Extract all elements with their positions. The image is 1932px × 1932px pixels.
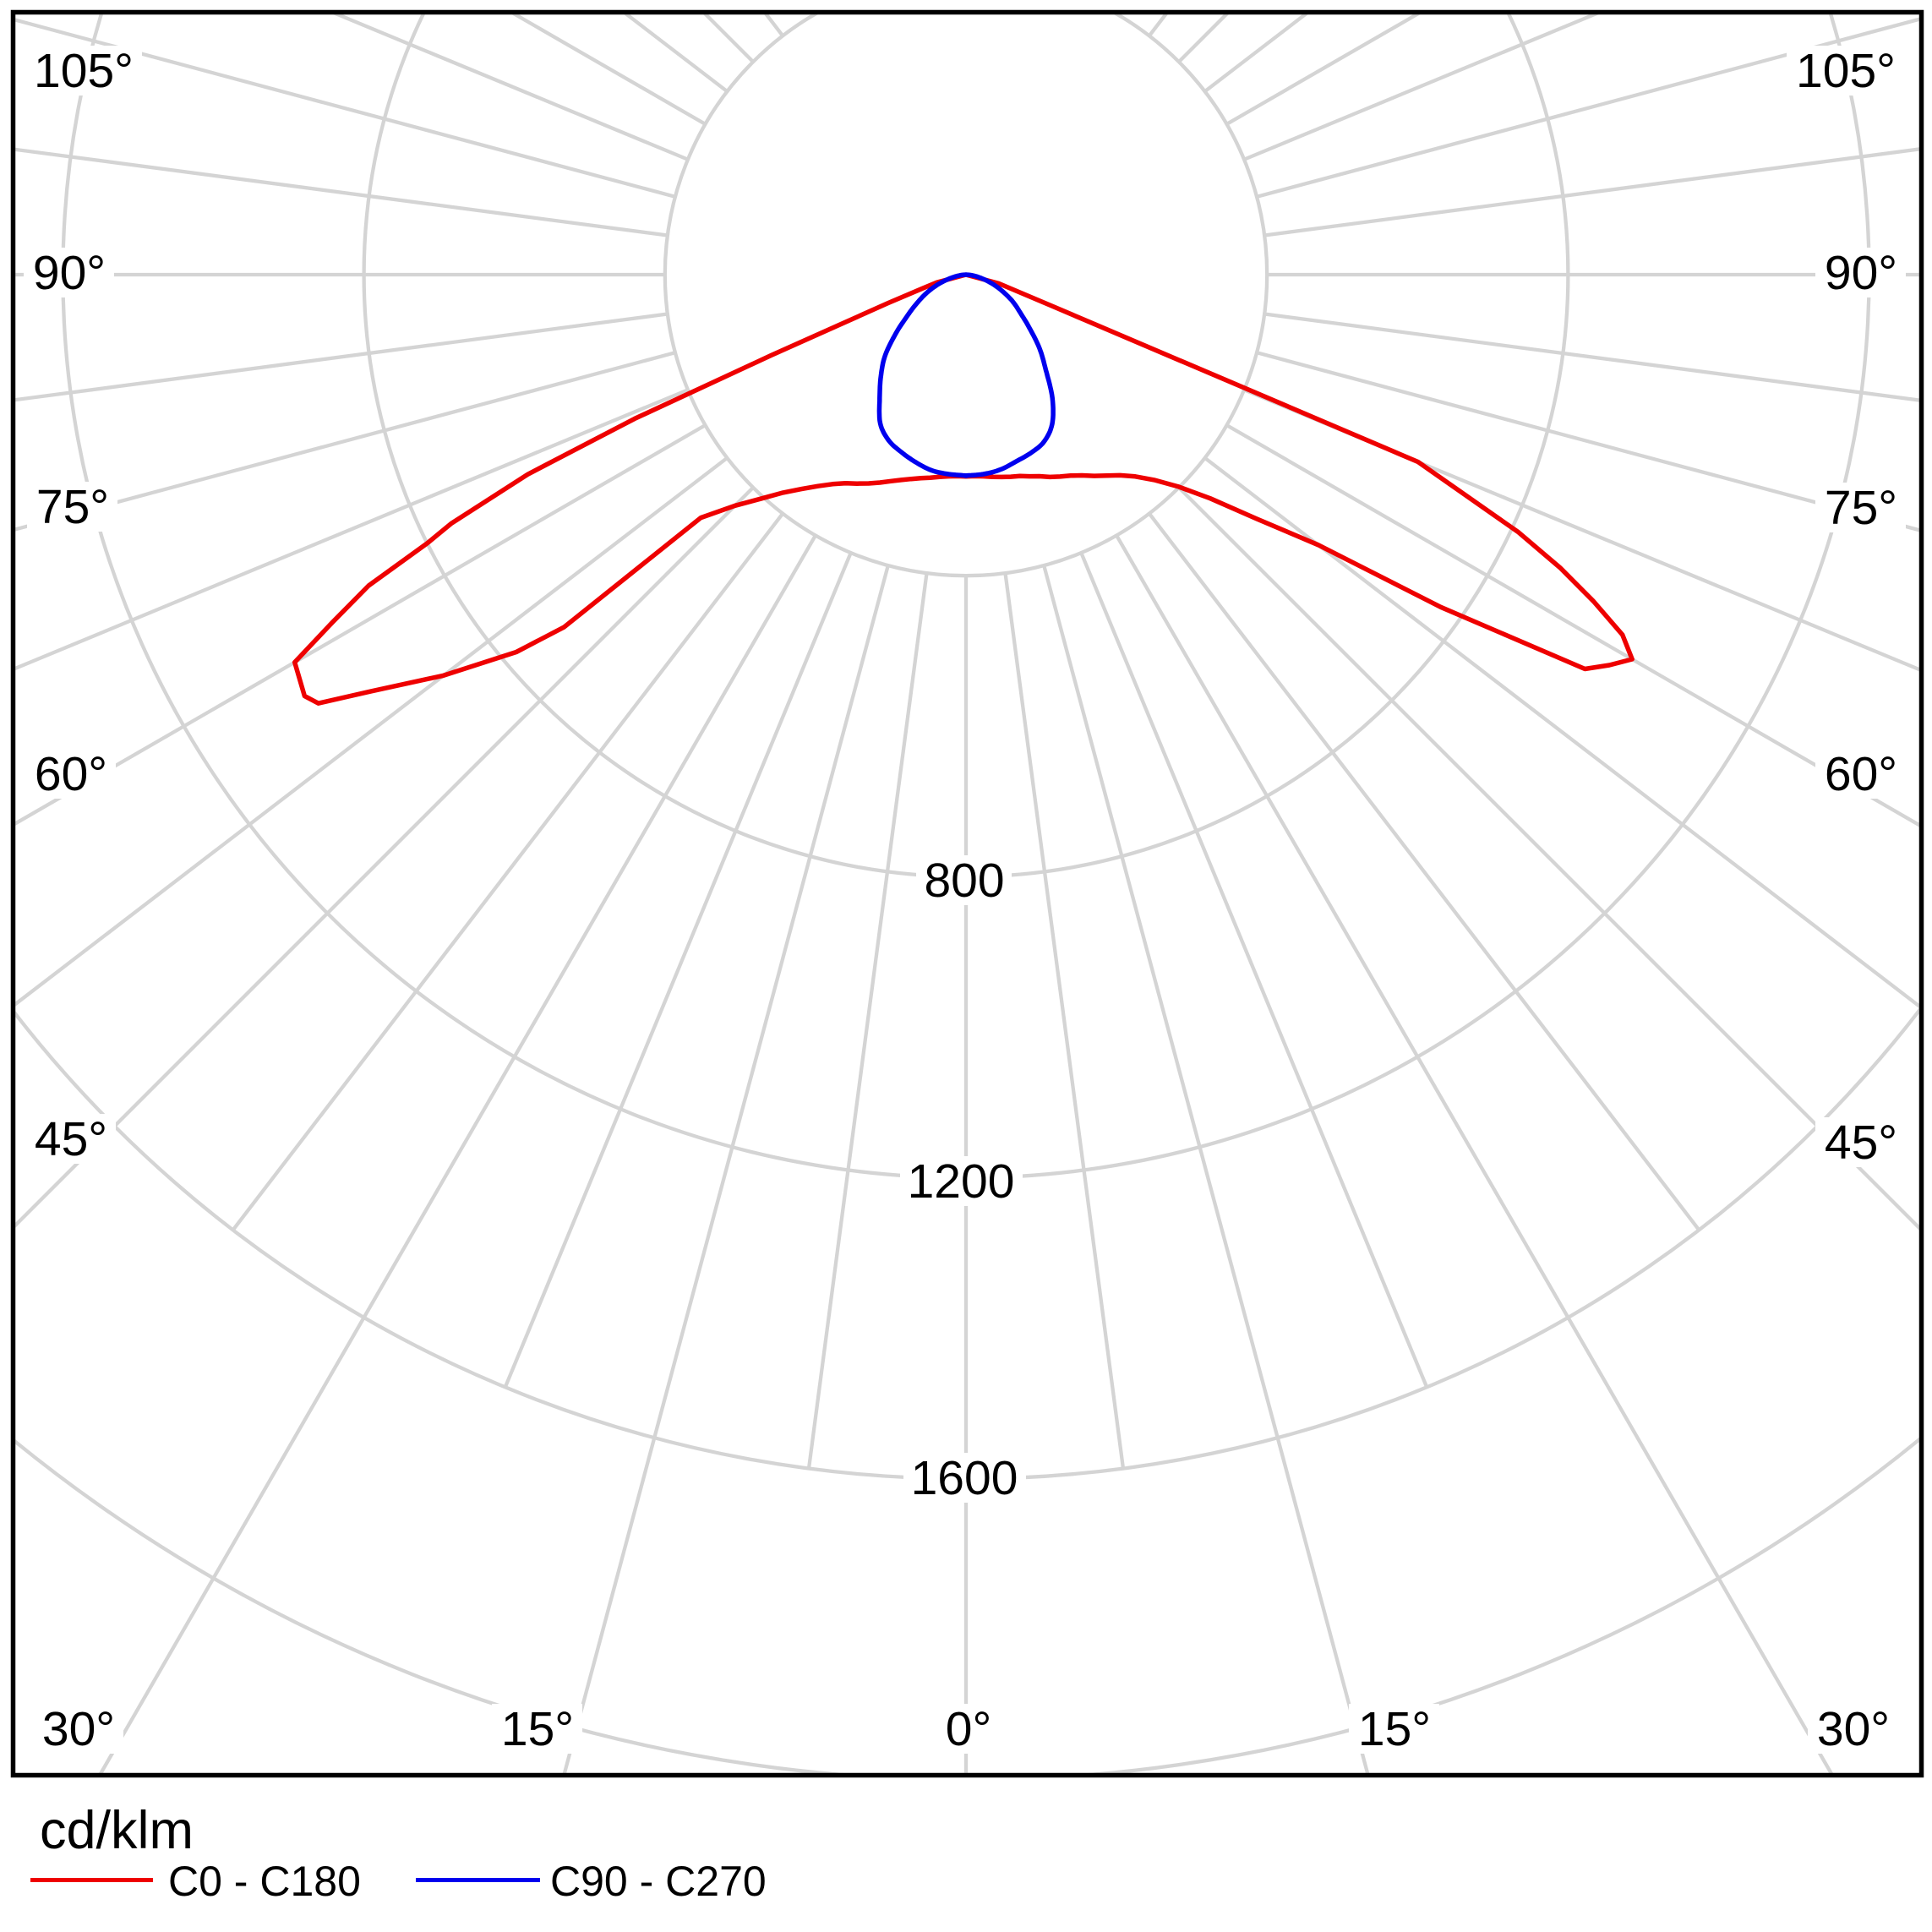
svg-text:75°: 75°	[1825, 481, 1897, 535]
svg-text:90°: 90°	[1825, 246, 1897, 300]
svg-text:cd/klm: cd/klm	[40, 1801, 194, 1860]
svg-text:90°: 90°	[33, 246, 106, 300]
svg-text:1200: 1200	[908, 1154, 1015, 1209]
svg-text:75°: 75°	[36, 480, 109, 534]
svg-text:105°: 105°	[34, 44, 134, 98]
svg-text:60°: 60°	[35, 747, 107, 801]
svg-text:800: 800	[924, 854, 1004, 908]
svg-text:60°: 60°	[1825, 747, 1897, 801]
svg-text:0°: 0°	[946, 1702, 992, 1756]
svg-text:1600: 1600	[911, 1451, 1018, 1505]
svg-text:45°: 45°	[35, 1112, 107, 1166]
svg-text:45°: 45°	[1825, 1116, 1897, 1170]
svg-text:C90 - C270: C90 - C270	[550, 1858, 767, 1905]
svg-text:15°: 15°	[1358, 1702, 1431, 1756]
svg-text:30°: 30°	[1817, 1702, 1890, 1756]
svg-text:105°: 105°	[1796, 44, 1896, 98]
svg-text:15°: 15°	[501, 1702, 574, 1756]
svg-text:30°: 30°	[42, 1702, 115, 1756]
svg-text:C0 - C180: C0 - C180	[168, 1858, 361, 1905]
